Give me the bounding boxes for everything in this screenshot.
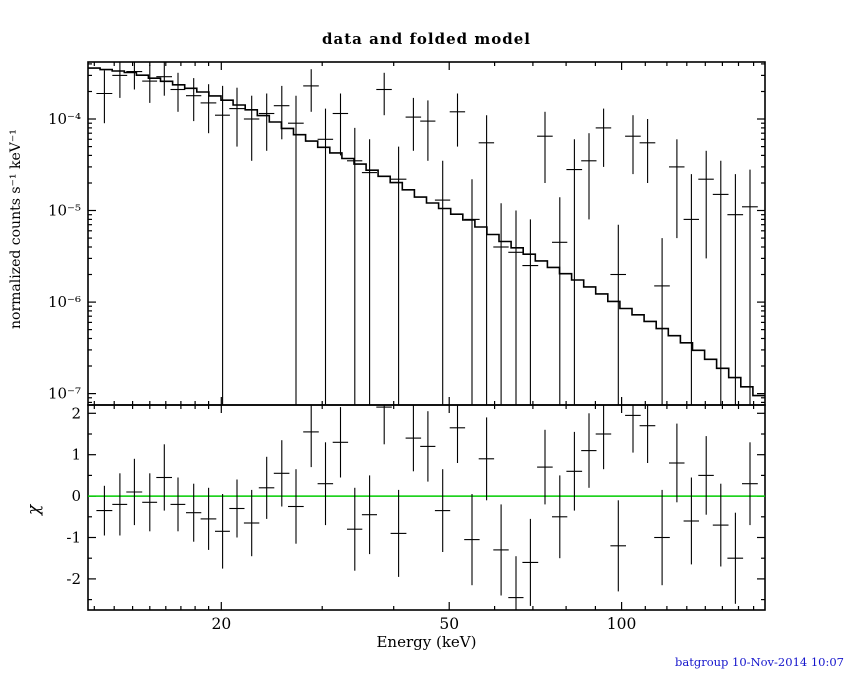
svg-text:1: 1 — [71, 446, 81, 464]
svg-text:0: 0 — [71, 487, 81, 505]
svg-text:10⁻⁷: 10⁻⁷ — [48, 385, 81, 403]
svg-text:2: 2 — [71, 404, 81, 422]
svg-text:50: 50 — [439, 615, 459, 633]
svg-text:-2: -2 — [66, 570, 81, 588]
plot-title: data and folded model — [322, 30, 531, 48]
y-axis-label-chi: χ — [24, 504, 44, 515]
svg-text:-1: -1 — [66, 529, 81, 547]
svg-text:10⁻⁵: 10⁻⁵ — [48, 202, 81, 220]
y-axis-label-counts: normalized counts s⁻¹ keV⁻¹ — [8, 129, 24, 329]
svg-text:100: 100 — [607, 615, 637, 633]
x-axis-label-energy: Energy (keV) — [376, 633, 477, 651]
svg-text:10⁻⁴: 10⁻⁴ — [48, 110, 81, 128]
svg-text:10⁻⁶: 10⁻⁶ — [48, 293, 81, 311]
credit-timestamp: batgroup 10-Nov-2014 10:07 — [675, 655, 844, 669]
svg-text:20: 20 — [211, 615, 231, 633]
